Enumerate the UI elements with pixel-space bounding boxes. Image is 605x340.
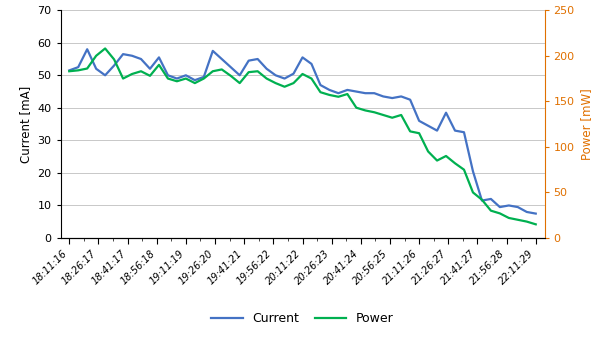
Current <box>371 91 378 95</box>
Power <box>200 76 208 81</box>
Current <box>487 197 494 201</box>
Legend: Current, Power: Current, Power <box>206 307 399 330</box>
Current <box>65 68 73 72</box>
Line: Current: Current <box>69 49 536 214</box>
Y-axis label: Current [mA]: Current [mA] <box>19 85 32 163</box>
Current <box>344 88 351 92</box>
Y-axis label: Power [mW]: Power [mW] <box>580 88 594 160</box>
Current <box>83 47 91 51</box>
Power <box>532 222 540 226</box>
Current <box>353 89 360 94</box>
Power <box>102 47 109 51</box>
Power <box>344 92 351 96</box>
Power <box>371 110 378 114</box>
Power <box>487 209 494 213</box>
Current <box>532 211 540 216</box>
Power <box>65 69 73 73</box>
Power <box>433 158 440 163</box>
Current <box>433 129 440 133</box>
Power <box>353 106 360 110</box>
Line: Power: Power <box>69 49 536 224</box>
Current <box>200 75 208 79</box>
